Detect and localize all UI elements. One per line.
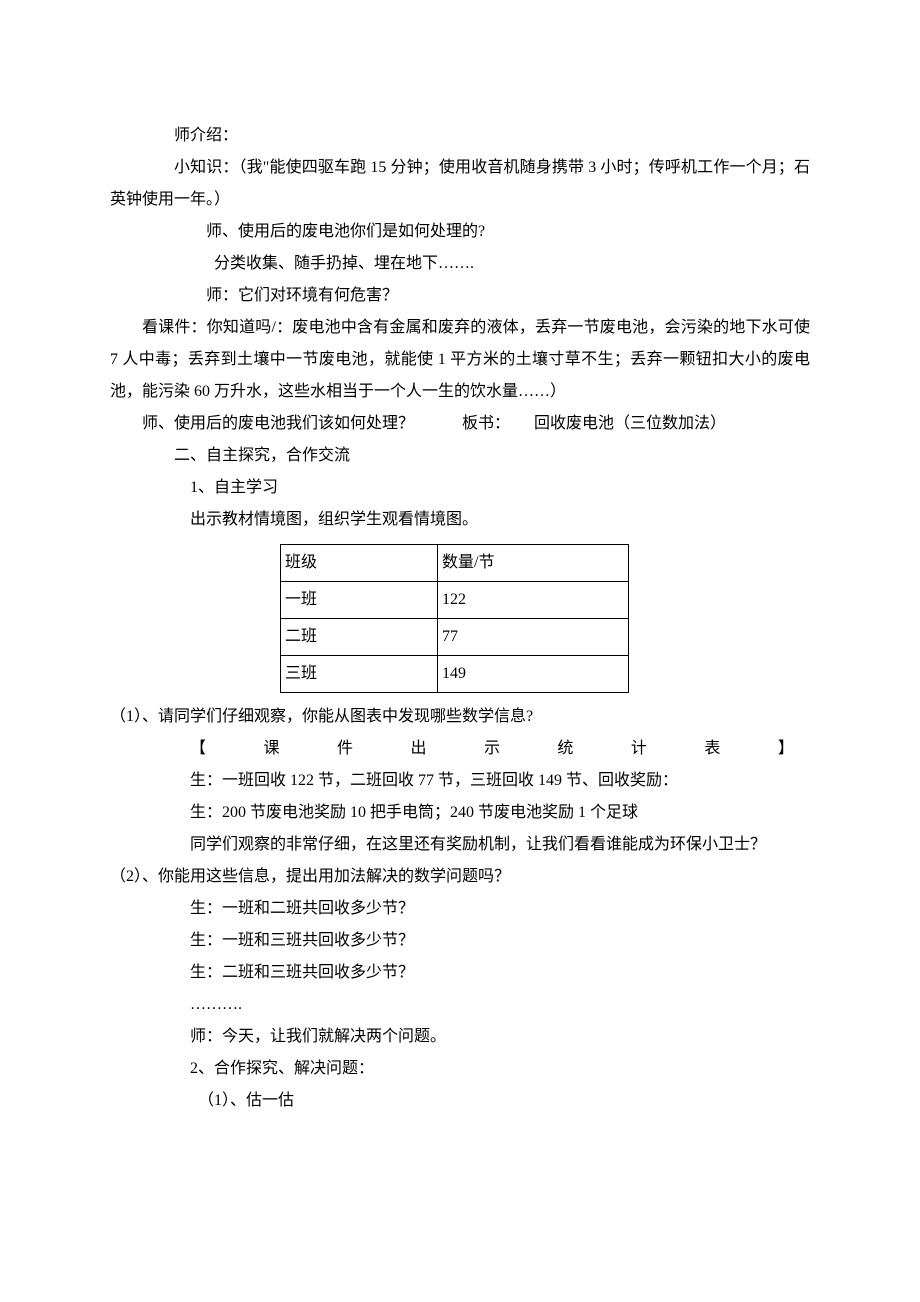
teacher-question-3: 师、使用后的废电池我们该如何处理？ 板书： 回收废电池（三位数加法） [110,408,810,440]
table-header-qty: 数量/节 [438,545,629,582]
table-cell: 77 [438,619,629,656]
section-2-1-desc: 出示教材情境图，组织学生观看情境图。 [110,504,810,536]
table-cell: 三班 [281,656,438,693]
courseware-paragraph: 看课件：你知道吗/：废电池中含有金属和废弃的液体，丢弃一节废电池，会污染的地下水… [110,312,810,408]
q1-answer-c: 同学们观察的非常仔细，在这里还有奖励机制，让我们看看谁能成为环保小卫士？ [110,829,810,861]
teacher-question-2: 师：它们对环境有何危害？ [110,280,810,312]
table-row: 三班 149 [281,656,629,693]
question-1-label: （1）、请同学们仔细观察，你能从图表中发现哪些数学信息? [110,701,810,733]
table-row: 一班 122 [281,582,629,619]
question-2-label: （2）、你能用这些信息，提出用加法解决的数学问题吗？ [110,861,810,893]
section-2-1: 1、自主学习 [110,472,810,504]
section-2-title: 二、自主探究，合作交流 [110,440,810,472]
q2-answer-b: 生：一班和三班共回收多少节？ [110,925,810,957]
table-header-class: 班级 [281,545,438,582]
table-row-header: 班级 数量/节 [281,545,629,582]
teacher-question-1: 师、使用后的废电池你们是如何处理的? [110,216,810,248]
section-2-2-1: （1）、估一估 [110,1085,810,1117]
q2-ellipsis: ………. [110,989,810,1021]
small-knowledge: 小知识：（我"能使四驱车跑 15 分钟；使用收音机随身携带 3 小时；传呼机工作… [110,152,810,216]
class-battery-table: 班级 数量/节 一班 122 二班 77 三班 149 [280,544,810,693]
courseware-show-table: 【 课 件 出 示 统 计 表 】 [110,733,810,765]
table-cell: 149 [438,656,629,693]
student-answer-1: 分类收集、随手扔掉、埋在地下……. [110,248,810,280]
section-2-2: 2、合作探究、解决问题： [110,1053,810,1085]
q2-answer-a: 生：一班和二班共回收多少节？ [110,893,810,925]
table-cell: 一班 [281,582,438,619]
intro-teacher-line: 师介绍： [110,120,810,152]
q2-teacher-line: 师：今天，让我们就解决两个问题。 [110,1021,810,1053]
q2-answer-c: 生：二班和三班共回收多少节？ [110,957,810,989]
table-row: 二班 77 [281,619,629,656]
q1-answer-b: 生：200 节废电池奖励 10 把手电筒；240 节废电池奖励 1 个足球 [110,797,810,829]
q1-answer-a: 生：一班回收 122 节，二班回收 77 节，三班回收 149 节、回收奖励： [110,765,810,797]
table-cell: 122 [438,582,629,619]
table-cell: 二班 [281,619,438,656]
